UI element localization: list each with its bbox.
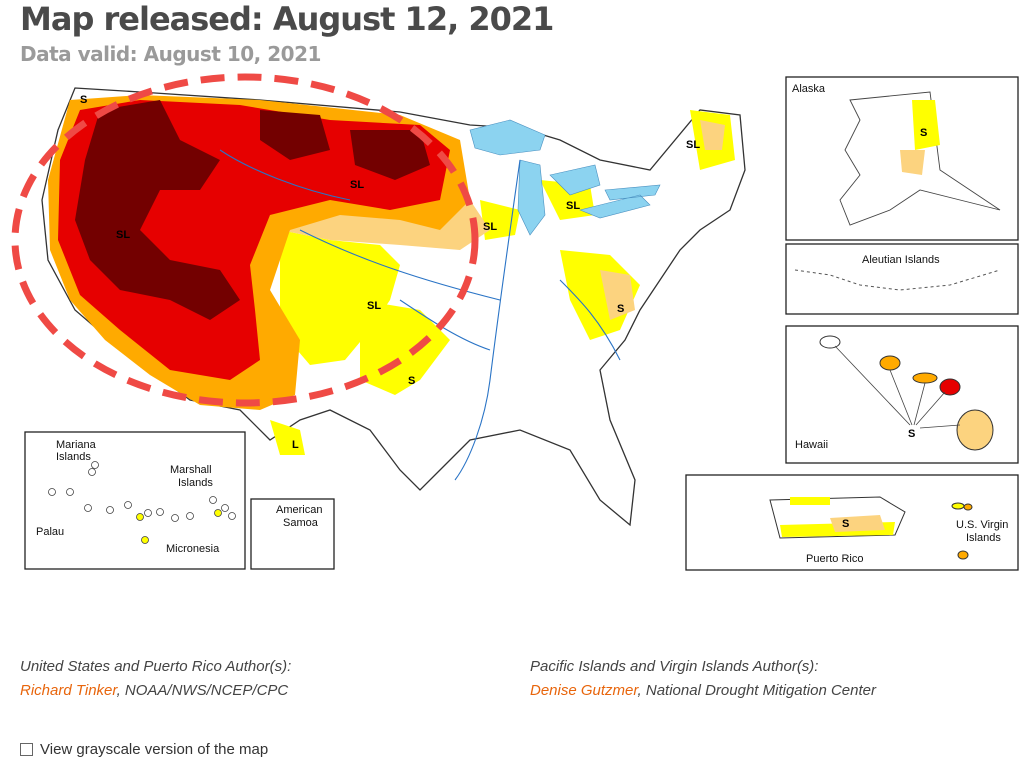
impact-label: L (292, 439, 299, 451)
marshall-label-1: Marshall (170, 464, 212, 476)
us-author-link[interactable]: Richard Tinker (20, 682, 117, 699)
mariana-label-1: Mariana (56, 439, 97, 451)
impact-label: S (408, 375, 415, 387)
impact-label: SL (116, 229, 130, 241)
grayscale-option[interactable]: View grayscale version of the map (20, 741, 268, 758)
alaska-drought (912, 100, 940, 150)
impact-label: SL (367, 300, 381, 312)
pacific-drought-islands (136, 509, 222, 544)
impact-label: SL (686, 139, 700, 151)
virgin-islands-label-2: Islands (966, 532, 1001, 544)
drought-d1-area (230, 120, 725, 320)
hawaii-label: Hawaii (795, 439, 828, 451)
great-lakes (469, 119, 661, 236)
us-author-org: , NOAA/NWS/NCEP/CPC (116, 682, 289, 699)
us-author-block: United States and Puerto Rico Author(s):… (20, 655, 291, 703)
pacific-author-heading: Pacific Islands and Virgin Islands Autho… (530, 658, 819, 675)
impact-label: SL (566, 200, 580, 212)
pacific-islands (48, 461, 287, 544)
page-subtitle: Data valid: August 10, 2021 (20, 42, 321, 66)
puerto-rico-label: Puerto Rico (806, 553, 863, 565)
rivers (219, 149, 621, 481)
pacific-author-org: , National Drought Mitigation Center (637, 682, 877, 699)
samoa-label-1: American (276, 504, 322, 516)
impact-label: S (80, 94, 87, 106)
mariana-label-2: Islands (56, 451, 91, 463)
micronesia-label: Micronesia (166, 543, 220, 555)
puerto-rico-drought-d1 (830, 515, 885, 532)
samoa-inset (250, 498, 335, 570)
alaska-drought-d1 (900, 150, 925, 175)
alaska-label: Alaska (792, 83, 826, 95)
impact-label: S (842, 518, 849, 530)
hawaii-leader-lines (834, 345, 961, 429)
virgin-islands-shapes (951, 502, 973, 560)
impact-label: SL (350, 179, 364, 191)
marshall-label-2: Islands (178, 477, 213, 489)
grayscale-label[interactable]: View grayscale version of the map (40, 741, 269, 758)
palau-label: Palau (36, 526, 64, 538)
impact-label: S (920, 127, 927, 139)
pacific-author-block: Pacific Islands and Virgin Islands Autho… (530, 655, 876, 703)
highlight-ellipse (11, 73, 479, 407)
page-title: Map released: August 12, 2021 (20, 0, 554, 38)
grayscale-checkbox[interactable] (20, 743, 33, 756)
impact-label: SL (483, 221, 497, 233)
drought-d4-area (75, 100, 430, 320)
pacific-author-link[interactable]: Denise Gutzmer (530, 682, 638, 699)
aleutian-label: Aleutian Islands (862, 254, 940, 266)
drought-map: S SL SL SL SL SL SL S S L Alaska S Aleut… (11, 73, 1019, 571)
aleutian-inset (785, 243, 1019, 315)
impact-label: S (908, 428, 915, 440)
us-author-heading: United States and Puerto Rico Author(s): (20, 658, 292, 675)
impact-label: S (617, 303, 624, 315)
virgin-islands-label-1: U.S. Virgin (956, 519, 1008, 531)
samoa-label-2: Samoa (283, 517, 319, 529)
pacific-inset (24, 431, 246, 570)
